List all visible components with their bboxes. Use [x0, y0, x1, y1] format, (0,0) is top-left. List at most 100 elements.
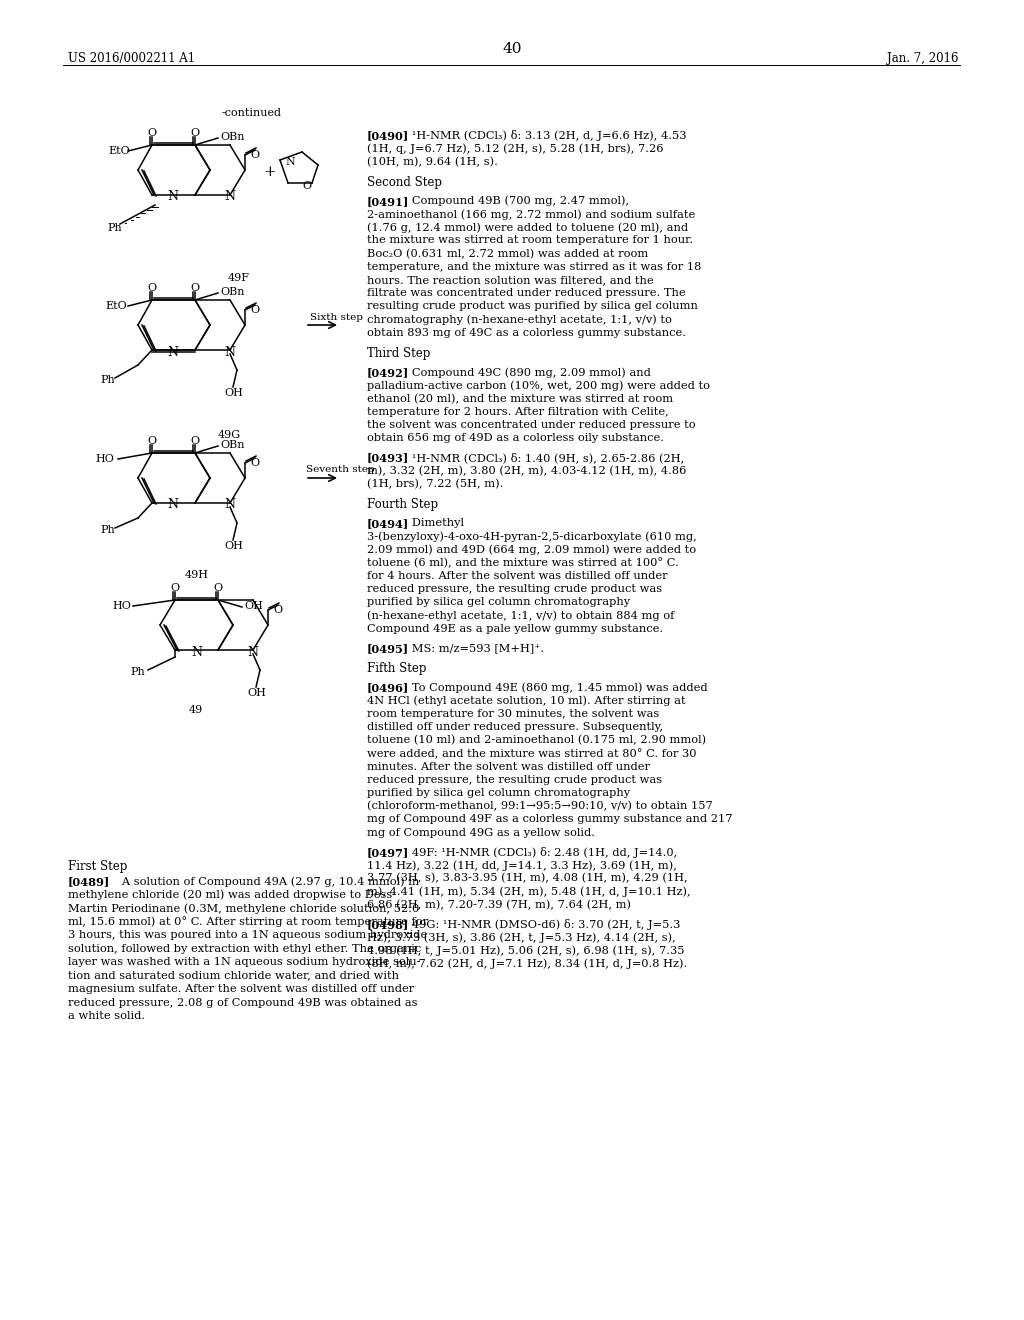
Text: [0497]: [0497] [367, 847, 410, 858]
Text: a white solid.: a white solid. [68, 1011, 145, 1020]
Text: 40: 40 [502, 42, 522, 55]
Text: 49H: 49H [185, 570, 209, 579]
Text: 49G: ¹H-NMR (DMSO-d6) δ: 3.70 (2H, t, J=5.3: 49G: ¹H-NMR (DMSO-d6) δ: 3.70 (2H, t, J=… [400, 919, 680, 929]
Text: Third Step: Third Step [367, 347, 430, 360]
Text: Compound 49C (890 mg, 2.09 mmol) and: Compound 49C (890 mg, 2.09 mmol) and [400, 367, 650, 378]
Text: 49F: ¹H-NMR (CDCl₃) δ: 2.48 (1H, dd, J=14.0,: 49F: ¹H-NMR (CDCl₃) δ: 2.48 (1H, dd, J=1… [400, 847, 677, 858]
Text: chromatography (n-hexane-ethyl acetate, 1:1, v/v) to: chromatography (n-hexane-ethyl acetate, … [367, 314, 672, 325]
Text: were added, and the mixture was stirred at 80° C. for 30: were added, and the mixture was stirred … [367, 748, 696, 759]
Text: layer was washed with a 1N aqueous sodium hydroxide solu-: layer was washed with a 1N aqueous sodiu… [68, 957, 421, 968]
Text: [0492]: [0492] [367, 367, 410, 379]
Text: the mixture was stirred at room temperature for 1 hour.: the mixture was stirred at room temperat… [367, 235, 693, 246]
Text: 4.98 (1H, t, J=5.01 Hz), 5.06 (2H, s), 6.98 (1H, s), 7.35: 4.98 (1H, t, J=5.01 Hz), 5.06 (2H, s), 6… [367, 945, 684, 956]
Text: First Step: First Step [68, 861, 127, 873]
Text: [0489]: [0489] [68, 876, 111, 887]
Text: 6.86 (2H, m), 7.20-7.39 (7H, m), 7.64 (2H, m): 6.86 (2H, m), 7.20-7.39 (7H, m), 7.64 (2… [367, 900, 631, 909]
Text: OH: OH [248, 688, 266, 698]
Text: MS: m/z=593 [M+H]⁺.: MS: m/z=593 [M+H]⁺. [400, 643, 544, 653]
Text: +: + [263, 165, 276, 180]
Text: ethanol (20 ml), and the mixture was stirred at room: ethanol (20 ml), and the mixture was sti… [367, 393, 673, 404]
Text: [0493]: [0493] [367, 453, 410, 463]
Text: [0491]: [0491] [367, 195, 410, 207]
Text: (1.76 g, 12.4 mmol) were added to toluene (20 ml), and: (1.76 g, 12.4 mmol) were added to toluen… [367, 222, 688, 232]
Text: Jan. 7, 2016: Jan. 7, 2016 [887, 51, 958, 65]
Text: N: N [168, 190, 178, 203]
Text: [0496]: [0496] [367, 682, 410, 693]
Text: (1H, q, J=6.7 Hz), 5.12 (2H, s), 5.28 (1H, brs), 7.26: (1H, q, J=6.7 Hz), 5.12 (2H, s), 5.28 (1… [367, 143, 664, 153]
Text: filtrate was concentrated under reduced pressure. The: filtrate was concentrated under reduced … [367, 288, 686, 298]
Text: Boc₂O (0.631 ml, 2.72 mmol) was added at room: Boc₂O (0.631 ml, 2.72 mmol) was added at… [367, 248, 648, 259]
Text: 11.4 Hz), 3.22 (1H, dd, J=14.1, 3.3 Hz), 3.69 (1H, m),: 11.4 Hz), 3.22 (1H, dd, J=14.1, 3.3 Hz),… [367, 861, 677, 871]
Text: 2-aminoethanol (166 mg, 2.72 mmol) and sodium sulfate: 2-aminoethanol (166 mg, 2.72 mmol) and s… [367, 209, 695, 219]
Text: toluene (10 ml) and 2-aminoethanol (0.175 ml, 2.90 mmol): toluene (10 ml) and 2-aminoethanol (0.17… [367, 735, 707, 746]
Text: OBn: OBn [220, 286, 245, 297]
Text: N: N [285, 157, 295, 168]
Text: hours. The reaction solution was filtered, and the: hours. The reaction solution was filtere… [367, 275, 653, 285]
Text: Fourth Step: Fourth Step [367, 498, 438, 511]
Text: O: O [190, 436, 200, 446]
Text: mg of Compound 49G as a yellow solid.: mg of Compound 49G as a yellow solid. [367, 828, 595, 838]
Text: 2.09 mmol) and 49D (664 mg, 2.09 mmol) were added to: 2.09 mmol) and 49D (664 mg, 2.09 mmol) w… [367, 545, 696, 556]
Text: N: N [248, 645, 258, 659]
Text: OBn: OBn [220, 440, 245, 450]
Text: O: O [302, 181, 311, 191]
Text: O: O [170, 583, 179, 593]
Text: temperature, and the mixture was stirred as it was for 18: temperature, and the mixture was stirred… [367, 261, 701, 272]
Text: solution, followed by extraction with ethyl ether. The organic: solution, followed by extraction with et… [68, 944, 421, 953]
Text: magnesium sulfate. After the solvent was distilled off under: magnesium sulfate. After the solvent was… [68, 983, 415, 994]
Text: O: O [273, 605, 283, 615]
Text: O: O [213, 583, 222, 593]
Text: N: N [224, 499, 236, 511]
Text: O: O [251, 305, 259, 315]
Text: Dimethyl: Dimethyl [400, 519, 467, 528]
Text: (1H, brs), 7.22 (5H, m).: (1H, brs), 7.22 (5H, m). [367, 479, 504, 490]
Text: obtain 893 mg of 49C as a colorless gummy substance.: obtain 893 mg of 49C as a colorless gumm… [367, 327, 686, 338]
Text: temperature for 2 hours. After filtration with Celite,: temperature for 2 hours. After filtratio… [367, 407, 669, 417]
Text: OH: OH [244, 601, 263, 611]
Text: (8H, m), 7.62 (2H, d, J=7.1 Hz), 8.34 (1H, d, J=0.8 Hz).: (8H, m), 7.62 (2H, d, J=7.1 Hz), 8.34 (1… [367, 958, 687, 969]
Text: minutes. After the solvent was distilled off under: minutes. After the solvent was distilled… [367, 762, 650, 772]
Text: 3 hours, this was poured into a 1N aqueous sodium hydroxide: 3 hours, this was poured into a 1N aqueo… [68, 931, 427, 940]
Text: [0498]: [0498] [367, 919, 410, 929]
Text: purified by silica gel column chromatography: purified by silica gel column chromatogr… [367, 788, 630, 799]
Text: m), 4.41 (1H, m), 5.34 (2H, m), 5.48 (1H, d, J=10.1 Hz),: m), 4.41 (1H, m), 5.34 (2H, m), 5.48 (1H… [367, 887, 690, 898]
Text: mg of Compound 49F as a colorless gummy substance and 217: mg of Compound 49F as a colorless gummy … [367, 814, 732, 825]
Text: reduced pressure, the resulting crude product was: reduced pressure, the resulting crude pr… [367, 585, 663, 594]
Text: N: N [191, 645, 203, 659]
Text: tion and saturated sodium chloride water, and dried with: tion and saturated sodium chloride water… [68, 970, 399, 981]
Text: Compound 49E as a pale yellow gummy substance.: Compound 49E as a pale yellow gummy subs… [367, 624, 664, 634]
Text: Ph: Ph [100, 525, 115, 535]
Text: Ph: Ph [130, 667, 144, 677]
Text: N: N [168, 346, 178, 359]
Text: 49G: 49G [218, 430, 241, 440]
Text: ¹H-NMR (CDCl₃) δ: 3.13 (2H, d, J=6.6 Hz), 4.53: ¹H-NMR (CDCl₃) δ: 3.13 (2H, d, J=6.6 Hz)… [400, 129, 686, 141]
Text: Hz), 3.73 (3H, s), 3.86 (2H, t, J=5.3 Hz), 4.14 (2H, s),: Hz), 3.73 (3H, s), 3.86 (2H, t, J=5.3 Hz… [367, 932, 676, 942]
Text: To Compound 49E (860 mg, 1.45 mmol) was added: To Compound 49E (860 mg, 1.45 mmol) was … [400, 682, 708, 693]
Text: obtain 656 mg of 49D as a colorless oily substance.: obtain 656 mg of 49D as a colorless oily… [367, 433, 664, 444]
Text: purified by silica gel column chromatography: purified by silica gel column chromatogr… [367, 598, 630, 607]
Text: room temperature for 30 minutes, the solvent was: room temperature for 30 minutes, the sol… [367, 709, 659, 719]
Text: Ph: Ph [106, 223, 122, 234]
Text: [0490]: [0490] [367, 129, 410, 141]
Text: Second Step: Second Step [367, 176, 442, 189]
Text: OH: OH [224, 541, 244, 550]
Text: reduced pressure, 2.08 g of Compound 49B was obtained as: reduced pressure, 2.08 g of Compound 49B… [68, 998, 418, 1007]
Text: resulting crude product was purified by silica gel column: resulting crude product was purified by … [367, 301, 698, 312]
Text: reduced pressure, the resulting crude product was: reduced pressure, the resulting crude pr… [367, 775, 663, 785]
Text: 3-(benzyloxy)-4-oxo-4H-pyran-2,5-dicarboxylate (610 mg,: 3-(benzyloxy)-4-oxo-4H-pyran-2,5-dicarbo… [367, 532, 696, 543]
Text: OBn: OBn [220, 132, 245, 143]
Text: O: O [190, 128, 200, 139]
Text: distilled off under reduced pressure. Subsequently,: distilled off under reduced pressure. Su… [367, 722, 664, 733]
Text: HO: HO [95, 454, 114, 465]
Text: O: O [147, 128, 157, 139]
Text: the solvent was concentrated under reduced pressure to: the solvent was concentrated under reduc… [367, 420, 695, 430]
Text: Martin Periodinane (0.3M, methylene chloride solution, 52.0: Martin Periodinane (0.3M, methylene chlo… [68, 903, 419, 913]
Text: EtO: EtO [105, 301, 127, 312]
Text: Fifth Step: Fifth Step [367, 663, 427, 676]
Text: [0495]: [0495] [367, 643, 410, 653]
Text: ¹H-NMR (CDCl₃) δ: 1.40 (9H, s), 2.65-2.86 (2H,: ¹H-NMR (CDCl₃) δ: 1.40 (9H, s), 2.65-2.8… [400, 453, 684, 463]
Text: m), 3.32 (2H, m), 3.80 (2H, m), 4.03-4.12 (1H, m), 4.86: m), 3.32 (2H, m), 3.80 (2H, m), 4.03-4.1… [367, 466, 686, 477]
Text: (10H, m), 9.64 (1H, s).: (10H, m), 9.64 (1H, s). [367, 156, 498, 166]
Text: (chloroform-methanol, 99:1→95:5→90:10, v/v) to obtain 157: (chloroform-methanol, 99:1→95:5→90:10, v… [367, 801, 713, 812]
Text: A solution of Compound 49A (2.97 g, 10.4 mmol) in: A solution of Compound 49A (2.97 g, 10.4… [111, 876, 419, 887]
